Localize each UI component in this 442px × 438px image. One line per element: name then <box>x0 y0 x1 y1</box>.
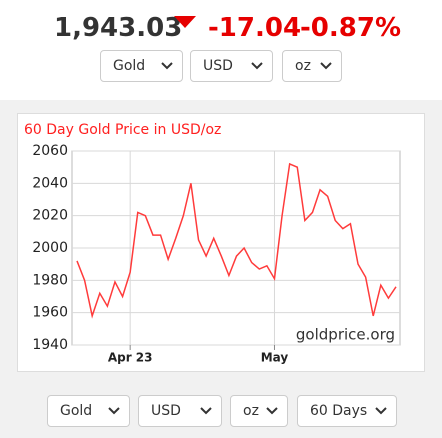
dropdown-label: Gold <box>113 58 146 74</box>
y-tick-label: 1940 <box>32 337 68 353</box>
dropdown-label: oz <box>295 58 311 74</box>
y-tick-label: 1980 <box>32 272 68 288</box>
dropdown[interactable]: USD <box>138 395 222 427</box>
y-tick-label: 2060 <box>32 143 68 159</box>
price-line <box>76 162 397 319</box>
chevron <box>320 62 332 70</box>
chevron <box>161 62 173 70</box>
dropdown-label: USD <box>203 58 233 74</box>
dropdown[interactable]: oz <box>230 395 288 427</box>
chart-box <box>17 113 425 372</box>
dropdown[interactable]: Gold <box>47 395 130 427</box>
dropdown-label: 60 Days <box>310 403 368 419</box>
down-arrow <box>174 16 196 28</box>
dropdown-label: Gold <box>60 403 93 419</box>
x-tick-label: Apr 23 <box>108 351 153 365</box>
chevron <box>108 407 120 415</box>
y-tick-label: 2020 <box>32 208 68 224</box>
y-tick-label: 1960 <box>32 305 68 321</box>
dropdown[interactable]: Gold <box>100 50 183 82</box>
chevron <box>266 407 278 415</box>
chevron <box>200 407 212 415</box>
y-tick-label: 2040 <box>32 175 68 191</box>
dropdown[interactable]: USD <box>190 50 273 82</box>
dropdown-label: oz <box>243 403 259 419</box>
change-percent: -0.87% <box>300 13 401 43</box>
dropdown[interactable]: 60 Days <box>297 395 397 427</box>
change: -17.04 <box>208 13 302 43</box>
dropdown-label: USD <box>151 403 181 419</box>
watermark: goldprice.org <box>296 326 395 344</box>
y-tick-label: 2000 <box>32 240 68 256</box>
chart-title: 60 Day Gold Price in USD/oz <box>24 122 221 138</box>
dropdown[interactable]: oz <box>282 50 342 82</box>
chevron <box>251 62 263 70</box>
chevron <box>375 407 387 415</box>
price: 1,943.03 <box>54 13 183 43</box>
x-tick-label: May <box>261 351 289 365</box>
